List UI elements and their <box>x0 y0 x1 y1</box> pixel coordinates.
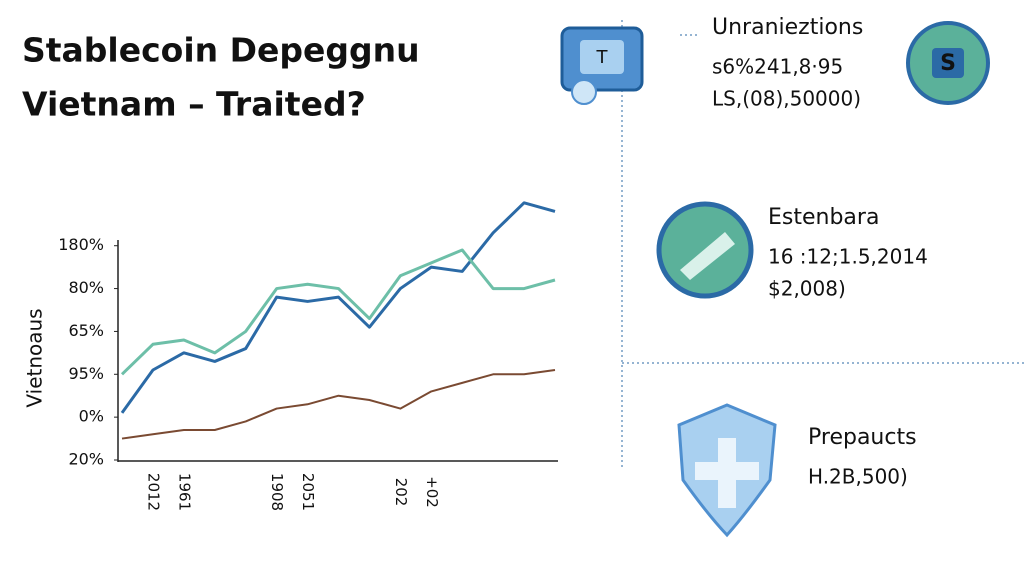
series-line <box>121 369 556 440</box>
series-line <box>120 248 556 376</box>
panel-text: s6%241,8·95 <box>712 55 843 79</box>
title-line: Stablecoin Depeggnu <box>22 31 420 70</box>
y-tick-label: 180% <box>58 235 104 254</box>
y-tick-label: 0% <box>79 407 104 426</box>
title-line: Vietnam – Traited? <box>22 85 366 124</box>
x-tick-label: 2051 <box>299 473 317 511</box>
chart-icon <box>656 201 754 299</box>
coin-icon: S <box>906 21 990 105</box>
shield-icon <box>677 403 777 538</box>
panel-text: 16 :12;1.5,2014 <box>768 245 928 269</box>
y-tick-label: 95% <box>68 364 104 383</box>
wallet-icon: T <box>560 26 644 105</box>
x-tick-label: 2012 <box>144 473 162 511</box>
panel-title: Estenbara <box>768 205 879 230</box>
y-axis-label: Vietnoaus <box>23 308 47 407</box>
x-tick-label: 202 <box>392 478 410 507</box>
panel-text: LS,(08),50000) <box>712 87 861 111</box>
svg-text:S: S <box>940 51 956 76</box>
panel-title: Prepaucts <box>808 425 917 450</box>
y-tick-label: 20% <box>68 450 104 469</box>
x-tick-label: +02 <box>423 476 441 508</box>
x-tick-label: 1961 <box>175 473 193 511</box>
panel-text: H.2B,500) <box>808 465 908 489</box>
svg-text:T: T <box>596 47 609 68</box>
series-line <box>120 201 556 414</box>
x-tick-label: 1908 <box>268 473 286 511</box>
y-tick-label: 80% <box>68 278 104 297</box>
panel-text: $2,008) <box>768 277 846 301</box>
y-tick-label: 65% <box>68 321 104 340</box>
panel-title: Unranieztions <box>712 15 863 40</box>
